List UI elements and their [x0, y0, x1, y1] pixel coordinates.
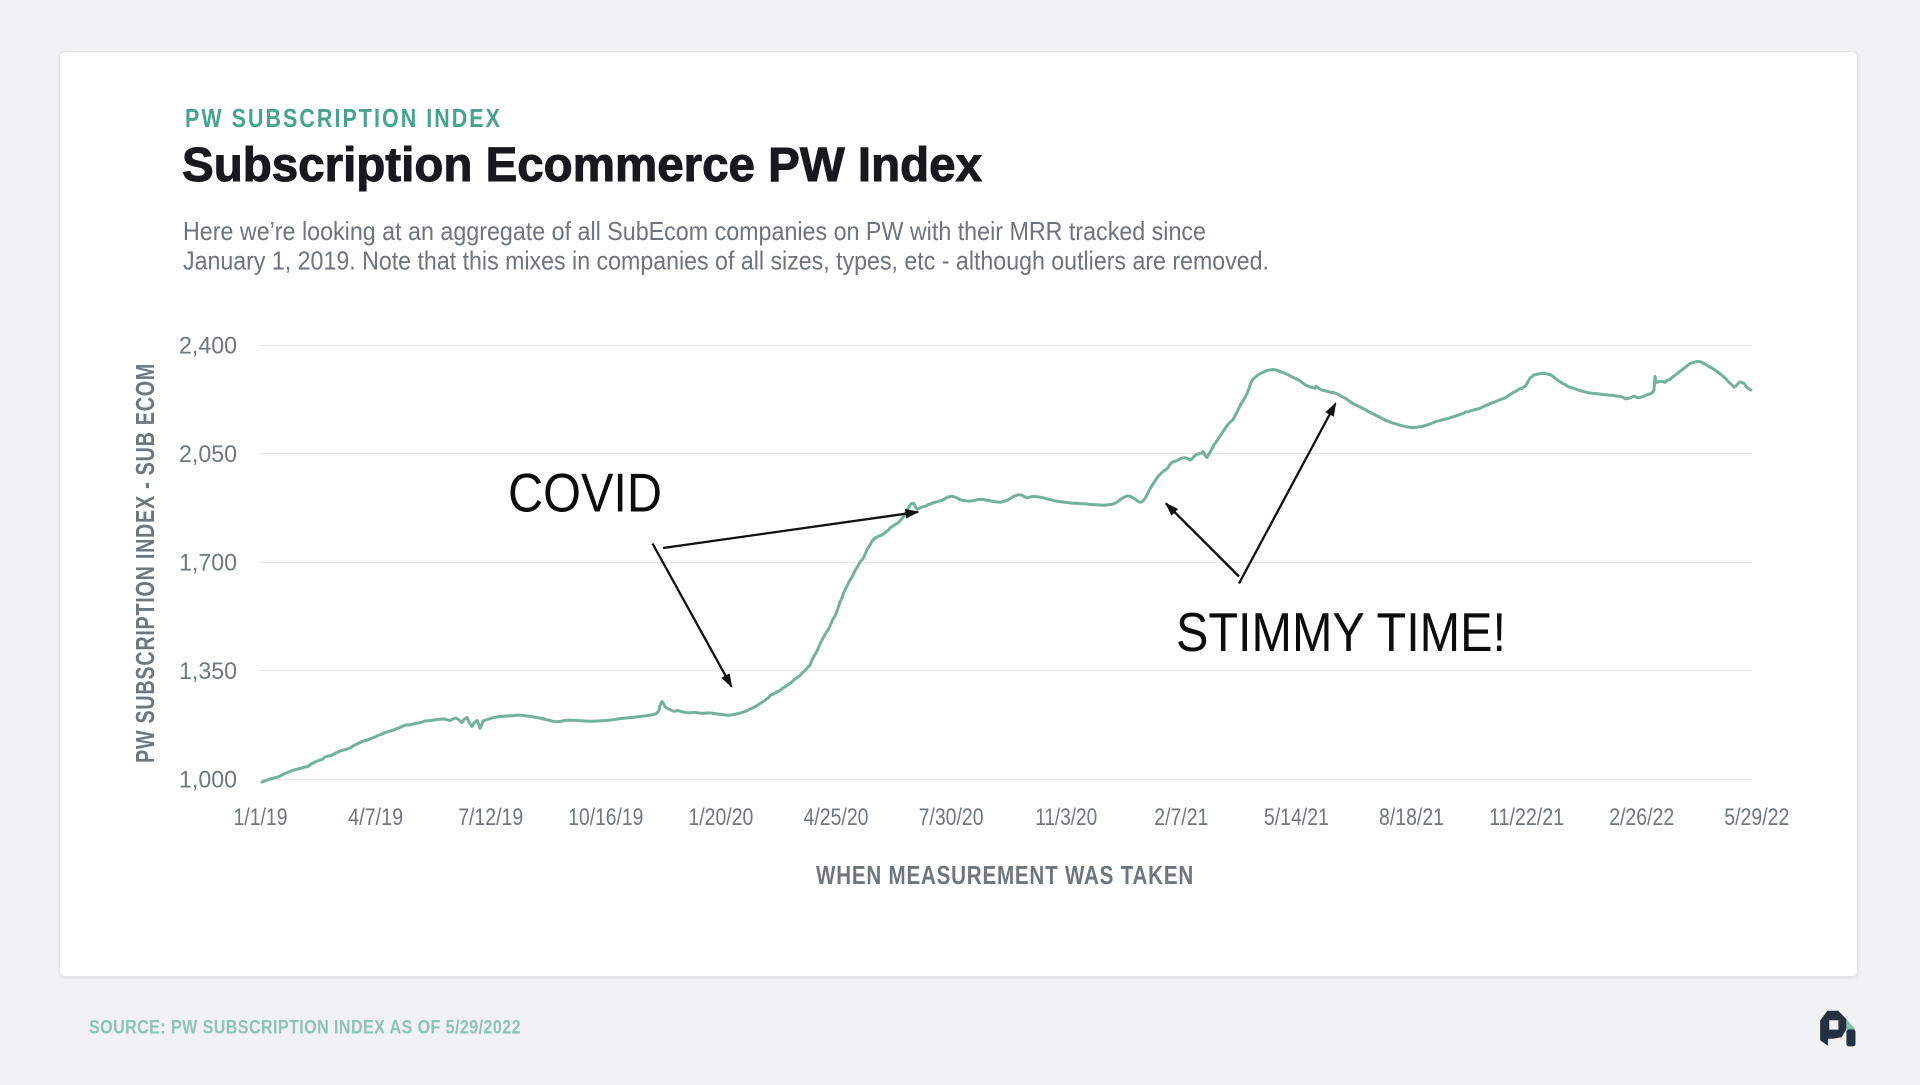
svg-text:PW SUBSCRIPTION INDEX - SUB EC: PW SUBSCRIPTION INDEX - SUB ECOM: [130, 363, 160, 763]
svg-text:1/1/19: 1/1/19: [234, 804, 288, 831]
svg-text:7/12/19: 7/12/19: [458, 804, 523, 831]
svg-text:2/26/22: 2/26/22: [1609, 804, 1674, 831]
svg-text:11/3/20: 11/3/20: [1035, 804, 1097, 831]
svg-text:1,350: 1,350: [179, 658, 237, 685]
svg-text:SOURCE: PW SUBSCRIPTION INDEX: SOURCE: PW SUBSCRIPTION INDEX AS OF 5/29…: [89, 1018, 521, 1039]
svg-text:Subscription Ecommerce PW Inde: Subscription Ecommerce PW Index: [182, 139, 982, 192]
svg-text:WHEN MEASUREMENT WAS TAKEN: WHEN MEASUREMENT WAS TAKEN: [816, 860, 1194, 890]
svg-text:5/14/21: 5/14/21: [1264, 804, 1329, 831]
svg-text:1,700: 1,700: [179, 550, 237, 577]
svg-text:PW SUBSCRIPTION INDEX: PW SUBSCRIPTION INDEX: [185, 103, 502, 133]
svg-text:1/20/20: 1/20/20: [688, 804, 753, 831]
svg-text:4/25/20: 4/25/20: [804, 804, 869, 831]
svg-text:2,050: 2,050: [179, 441, 237, 468]
svg-text:Here we’re looking at an aggre: Here we’re looking at an aggregate of al…: [183, 216, 1206, 246]
svg-text:11/22/21: 11/22/21: [1489, 804, 1564, 831]
svg-text:5/29/22: 5/29/22: [1724, 804, 1789, 831]
svg-text:January 1, 2019. Note that thi: January 1, 2019. Note that this mixes in…: [183, 246, 1269, 276]
svg-text:4/7/19: 4/7/19: [348, 804, 403, 831]
svg-text:10/16/19: 10/16/19: [568, 804, 643, 831]
svg-text:2,400: 2,400: [179, 333, 237, 360]
svg-text:8/18/21: 8/18/21: [1379, 804, 1444, 831]
svg-text:COVID: COVID: [508, 462, 662, 524]
svg-text:STIMMY TIME!: STIMMY TIME!: [1176, 601, 1506, 663]
svg-text:7/30/20: 7/30/20: [919, 804, 984, 831]
svg-text:2/7/21: 2/7/21: [1154, 804, 1208, 831]
svg-text:1,000: 1,000: [179, 767, 237, 794]
